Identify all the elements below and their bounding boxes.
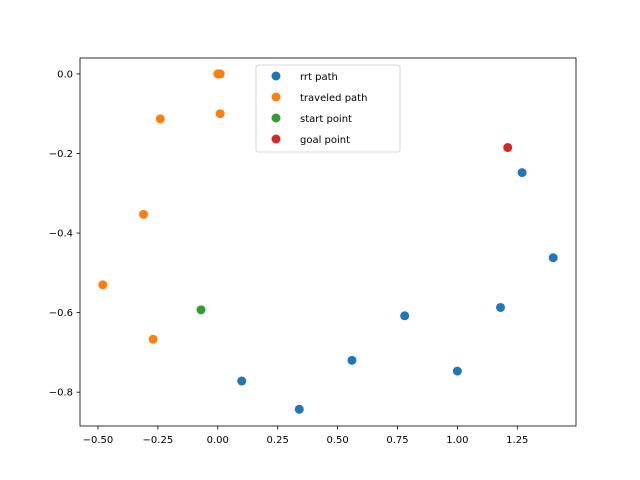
legend-label-start-point: start point — [300, 114, 352, 125]
traveled-path-point — [215, 69, 225, 79]
traveled-path-point — [148, 334, 158, 344]
start-point-point — [196, 305, 206, 315]
x-tick-label: −0.25 — [143, 435, 174, 446]
rrt-path-point — [237, 376, 247, 386]
traveled-path-point — [155, 114, 165, 124]
traveled-path-point — [215, 109, 225, 119]
y-tick-label: −0.8 — [49, 388, 73, 399]
traveled-path-point — [98, 280, 108, 290]
legend-marker-rrt-path — [271, 71, 281, 81]
rrt-path-point — [496, 302, 506, 312]
plot-area-frame — [79, 57, 577, 427]
legend-label-rrt-path: rrt path — [300, 72, 338, 83]
y-tick-label: −0.6 — [49, 308, 73, 319]
x-axis-ticks: −0.50 −0.25 0.00 0.25 0.50 0.75 1.00 1.25 — [83, 426, 528, 446]
y-tick-label: −0.4 — [49, 229, 73, 240]
x-tick-label: 0.00 — [207, 435, 229, 446]
y-tick-label: −0.2 — [49, 149, 73, 160]
rrt-path-point — [517, 168, 527, 178]
traveled-path-point — [138, 209, 148, 219]
rrt-path-point — [400, 311, 410, 321]
rrt-path-point — [548, 253, 558, 263]
rrt-path-point — [452, 366, 462, 376]
goal-point-point — [503, 143, 513, 153]
data-points — [98, 69, 558, 414]
x-tick-label: 0.50 — [326, 435, 348, 446]
legend-marker-goal-point — [271, 134, 281, 144]
x-tick-label: 1.00 — [446, 435, 468, 446]
legend-label-traveled-path: traveled path — [300, 93, 367, 104]
legend-label-goal-point: goal point — [300, 135, 350, 146]
x-tick-label: 0.25 — [267, 435, 289, 446]
x-tick-label: 0.75 — [386, 435, 408, 446]
rrt-path-point — [347, 355, 357, 365]
rrt-path-point — [294, 404, 304, 414]
y-tick-label: 0.0 — [57, 69, 73, 80]
x-tick-label: −0.50 — [83, 435, 114, 446]
legend-marker-traveled-path — [271, 92, 281, 102]
legend: rrt path traveled path start point goal poi… — [255, 64, 401, 153]
legend-frame — [255, 64, 401, 153]
y-axis-ticks: 0.0 −0.2 −0.4 −0.6 −0.8 — [49, 69, 80, 399]
x-tick-label: 1.25 — [506, 435, 528, 446]
legend-marker-start-point — [271, 113, 281, 123]
